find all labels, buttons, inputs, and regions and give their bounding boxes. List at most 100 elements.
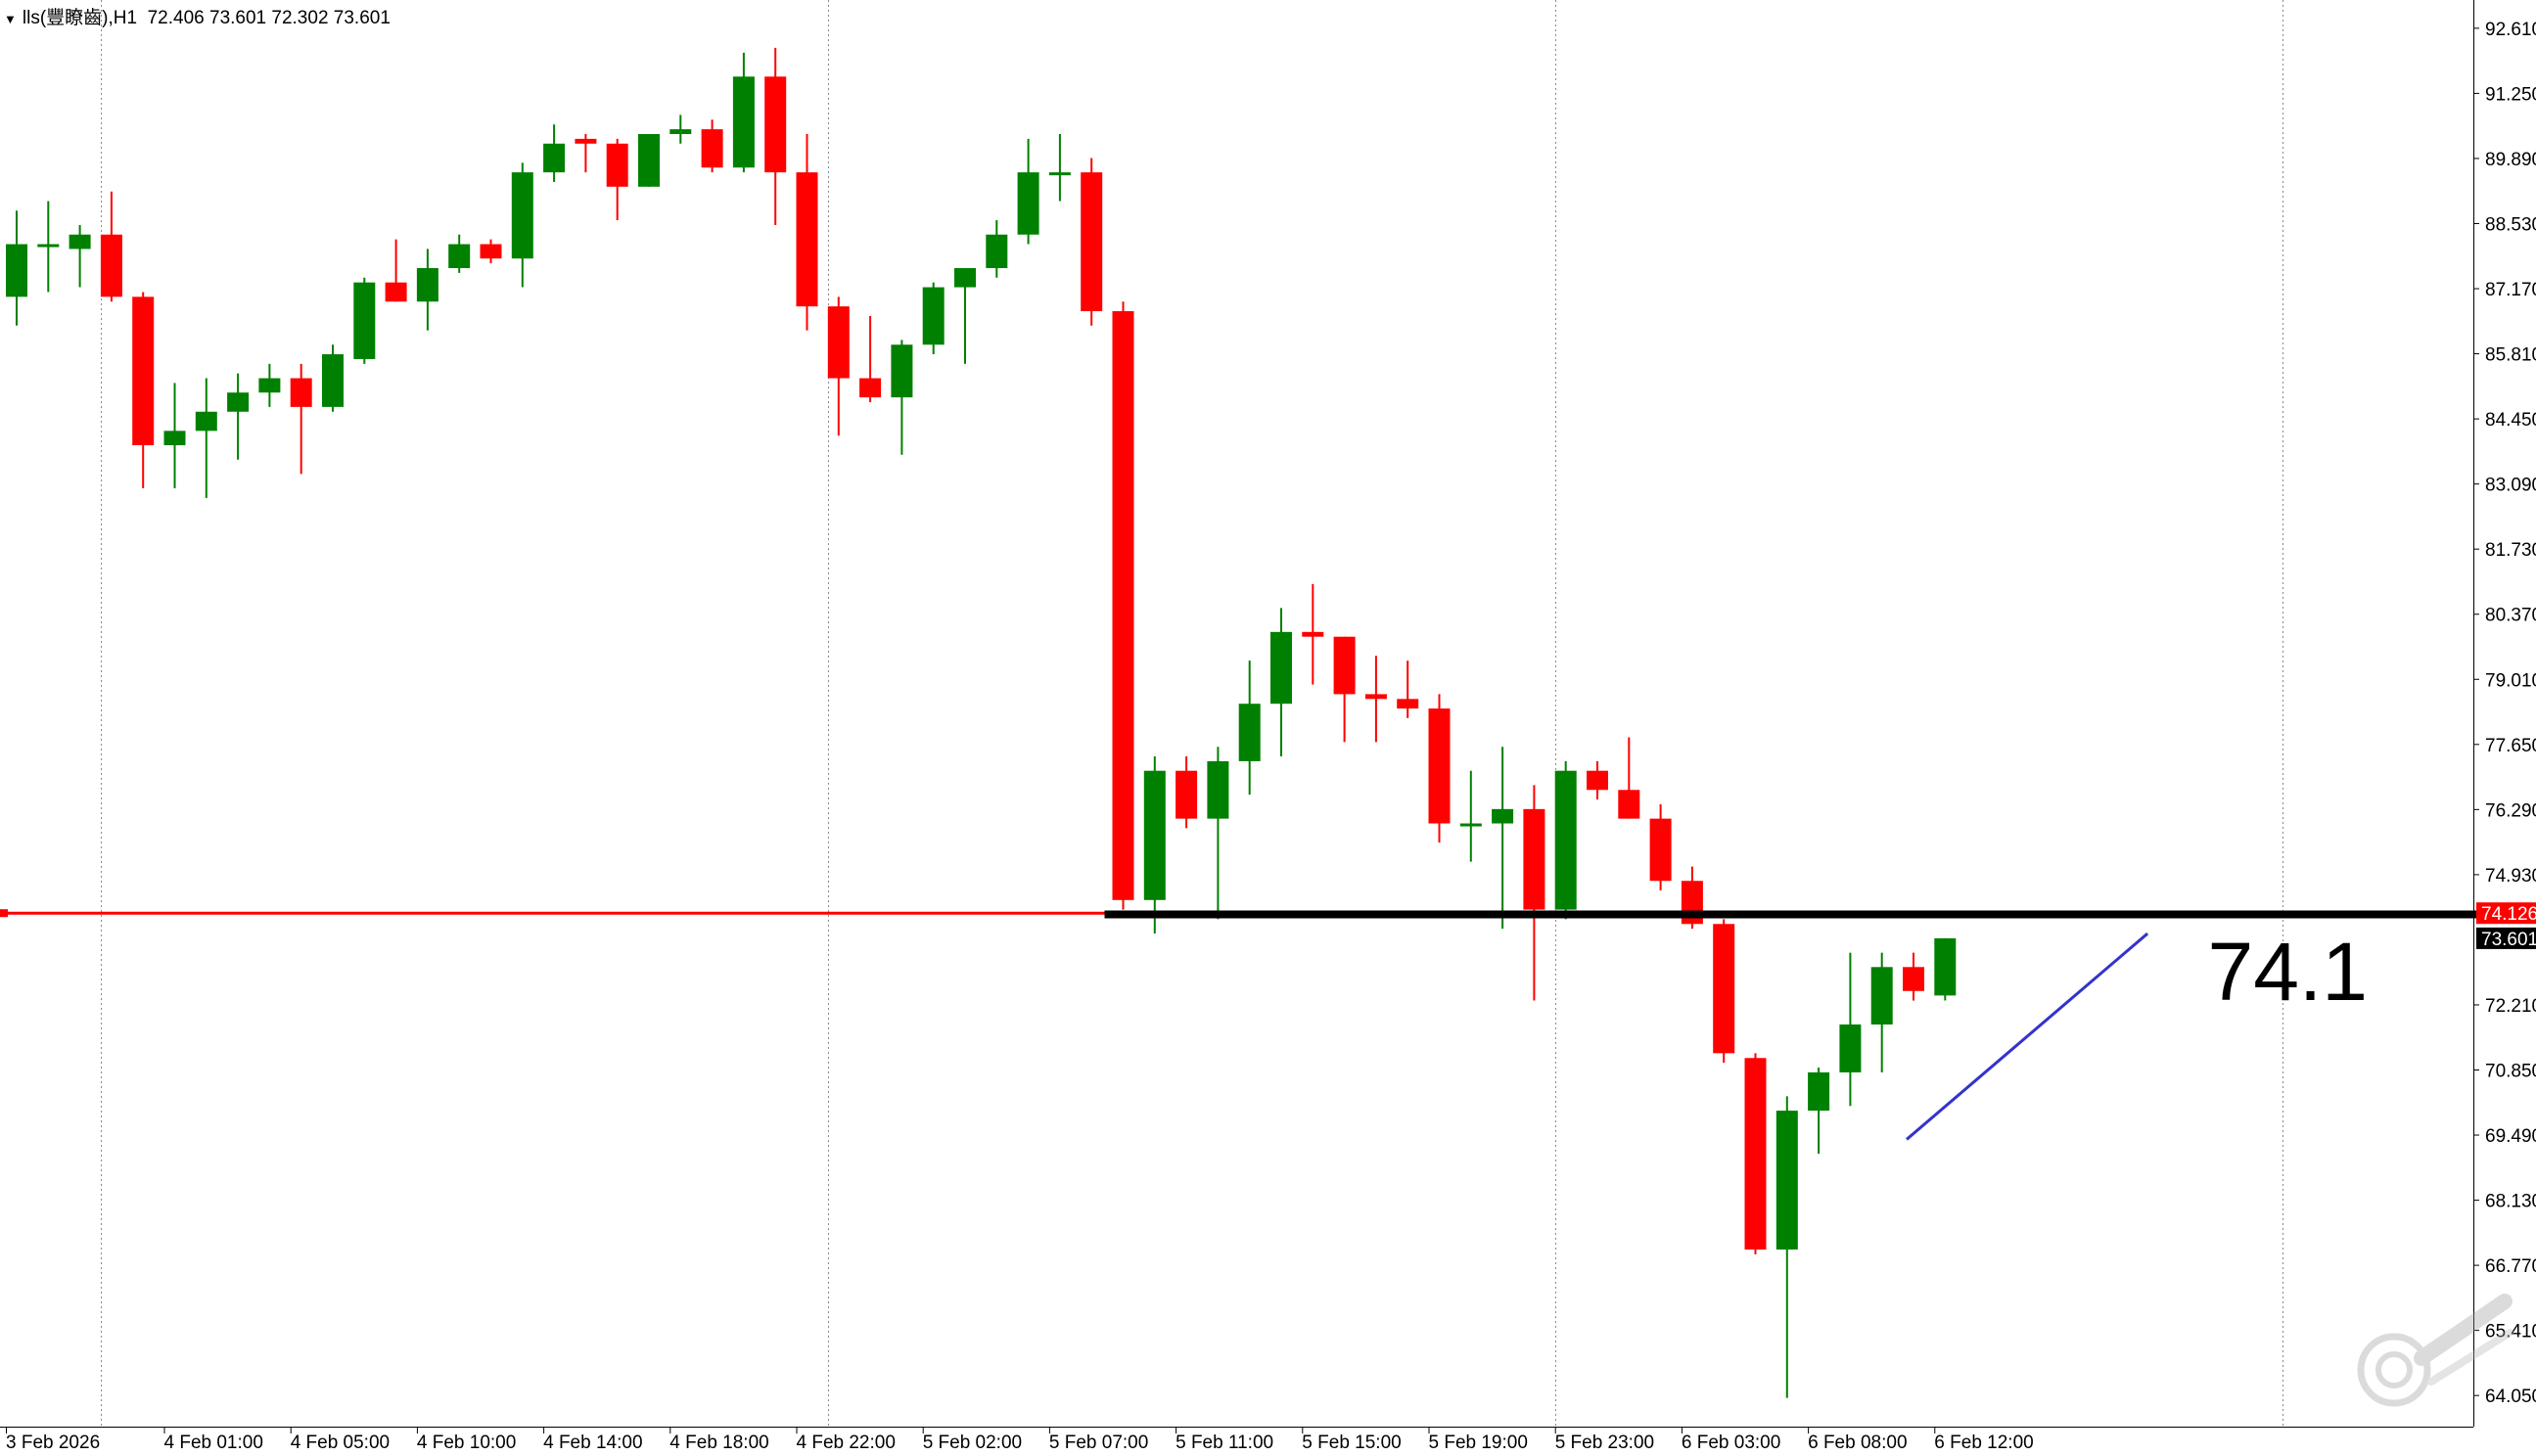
candle-body: [1207, 760, 1229, 819]
candle-body: [1364, 694, 1387, 700]
candle: [6, 210, 27, 326]
candle-body: [1523, 808, 1545, 910]
trendline: [1906, 932, 2149, 1141]
candle: [1492, 747, 1514, 930]
candle: [891, 340, 913, 455]
support-level-label: 74.1: [2207, 926, 2369, 1018]
y-tick-label: 84.450: [2485, 410, 2536, 431]
candle-body: [606, 143, 628, 187]
candle-body: [701, 129, 723, 168]
candle-body: [290, 378, 312, 407]
candle-body: [163, 431, 186, 446]
candle: [1459, 770, 1482, 862]
candle-body: [1492, 808, 1514, 824]
x-tick-label: 6 Feb 08:00: [1808, 1433, 1907, 1451]
candle: [1143, 756, 1166, 934]
y-tick-label: 64.050: [2485, 1387, 2536, 1407]
candle: [258, 363, 281, 407]
x-tick-label: 5 Feb 19:00: [1429, 1433, 1528, 1451]
candle-body: [1048, 172, 1071, 176]
candle: [1839, 952, 1862, 1107]
candle: [511, 162, 533, 288]
ohlc-readout: 72.406 73.601 72.302 73.601: [147, 8, 391, 28]
candle-body: [416, 267, 438, 302]
candle-body: [1333, 636, 1356, 695]
candle: [954, 267, 976, 364]
candle-body: [227, 392, 250, 412]
candle: [1554, 760, 1577, 920]
candle: [701, 119, 723, 173]
candle: [1744, 1053, 1767, 1254]
candle-body: [322, 354, 344, 407]
candle-body: [827, 306, 850, 379]
candle-body: [258, 378, 281, 393]
candle-body: [1428, 708, 1451, 824]
candle-body: [511, 172, 533, 259]
candle-body: [1238, 704, 1261, 761]
candle: [195, 378, 217, 498]
candle: [1428, 694, 1451, 843]
candle: [1238, 660, 1261, 796]
candle: [385, 239, 407, 302]
y-tick-label: 72.210: [2485, 996, 2536, 1017]
candle: [922, 282, 945, 355]
candle-body: [1176, 770, 1198, 819]
grid-layer: [101, 0, 2283, 1427]
candle: [1207, 747, 1229, 920]
candle: [1808, 1068, 1830, 1155]
candle: [732, 52, 755, 173]
candle: [1618, 737, 1640, 819]
current-price-label: 73.601: [2481, 930, 2536, 950]
candle: [1333, 636, 1356, 743]
candle-body: [575, 138, 597, 144]
candle-body: [1587, 770, 1608, 791]
candle: [1903, 952, 1924, 1001]
y-tick-label: 66.770: [2485, 1256, 2536, 1277]
candle-body: [922, 287, 945, 345]
collapse-triangle-icon[interactable]: ▼: [4, 12, 17, 26]
y-tick-label: 88.530: [2485, 214, 2536, 235]
candle-body: [669, 129, 692, 134]
candle: [448, 234, 471, 273]
candle: [575, 133, 597, 173]
candle: [1017, 138, 1039, 245]
x-tick-label: 5 Feb 15:00: [1302, 1433, 1401, 1451]
candle: [1176, 756, 1198, 829]
candle: [1397, 660, 1419, 718]
y-tick-label: 92.610: [2485, 20, 2536, 40]
candle: [227, 373, 250, 460]
candle: [69, 224, 91, 288]
candle: [1523, 785, 1545, 1001]
y-tick-label: 76.290: [2485, 800, 2536, 821]
candle-body: [796, 172, 818, 307]
candle: [37, 201, 60, 293]
y-tick-label: 87.170: [2485, 280, 2536, 300]
candle-body: [1459, 823, 1482, 827]
candle: [1302, 583, 1324, 685]
candle-body: [1397, 699, 1419, 709]
x-tick-label: 5 Feb 02:00: [923, 1433, 1022, 1451]
candle: [764, 47, 787, 225]
candle: [1270, 608, 1292, 757]
candle: [986, 220, 1008, 278]
candle-body: [1143, 770, 1166, 900]
candle: [480, 239, 502, 264]
candle: [1081, 158, 1103, 326]
candle-body: [448, 244, 471, 268]
candle-body: [859, 378, 882, 398]
candle: [322, 344, 344, 412]
x-tick-label: 4 Feb 18:00: [669, 1433, 768, 1451]
candle: [416, 249, 438, 331]
horizontal-line-price-box: [2476, 902, 2536, 925]
y-tick-label: 85.810: [2485, 345, 2536, 366]
candle: [1112, 301, 1134, 910]
candle-body: [1808, 1071, 1830, 1112]
candle-body: [1112, 311, 1134, 900]
chart-header: ▼ lls(豐瞭齒),H1 72.406 73.601 72.302 73.601: [4, 3, 391, 29]
current-price-box: [2476, 927, 2536, 949]
candle-body: [353, 282, 376, 359]
candle-body: [385, 282, 407, 302]
